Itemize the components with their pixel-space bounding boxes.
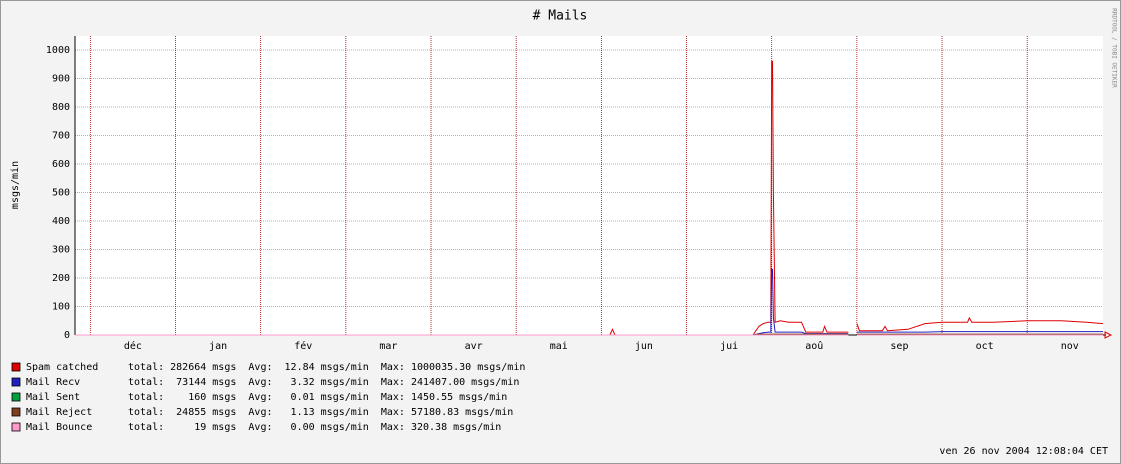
legend-stats: total: 160 msgs Avg: 0.01 msgs/min Max: …: [128, 392, 507, 403]
legend-swatch: [11, 422, 21, 432]
legend-label: Mail Sent: [26, 392, 80, 403]
y-tick-label: 300: [52, 245, 70, 256]
y-tick-label: 100: [52, 302, 70, 313]
x-tick-label: mai: [550, 341, 568, 352]
y-tick-label: 500: [52, 188, 70, 199]
y-tick-label: 700: [52, 131, 70, 142]
x-tick-label: oct: [976, 341, 994, 352]
y-axis-label: msgs/min: [10, 161, 21, 209]
axis-arrow: [1104, 331, 1113, 339]
x-tick-label: sep: [890, 341, 908, 352]
y-tick-label: 600: [52, 159, 70, 170]
y-tick-label: 1000: [46, 45, 70, 56]
legend-label: Mail Bounce: [26, 422, 92, 433]
timestamp: ven 26 nov 2004 12:08:04 CET: [939, 446, 1108, 457]
x-tick-label: nov: [1061, 341, 1079, 352]
legend-label: Spam catched: [26, 362, 98, 373]
x-tick-label: jun: [635, 341, 653, 352]
legend-stats: total: 24855 msgs Avg: 1.13 msgs/min Max…: [128, 407, 513, 418]
x-tick-label: avr: [465, 341, 483, 352]
x-tick-label: déc: [124, 340, 142, 352]
legend-swatch: [11, 377, 21, 387]
y-tick-label: 400: [52, 216, 70, 227]
legend-stats: total: 19 msgs Avg: 0.00 msgs/min Max: 3…: [128, 422, 501, 433]
legend-swatch: [11, 362, 21, 372]
legend-swatch: [11, 392, 21, 402]
x-tick-label: aoû: [805, 340, 823, 352]
y-tick-label: 900: [52, 74, 70, 85]
x-tick-label: jan: [209, 341, 227, 352]
chart-title: # Mails: [533, 9, 588, 24]
legend-stats: total: 282664 msgs Avg: 12.84 msgs/min M…: [128, 362, 525, 373]
y-tick-label: 0: [64, 330, 70, 341]
x-tick-label: mar: [379, 341, 397, 352]
plot-area: [75, 36, 1103, 335]
side-label: RRDTOOL / TOBI OETIKER: [1111, 8, 1118, 88]
y-tick-label: 800: [52, 102, 70, 113]
legend-label: Mail Reject: [26, 407, 92, 418]
legend-swatch: [11, 407, 21, 417]
x-tick-label: fév: [294, 340, 312, 352]
y-tick-label: 200: [52, 273, 70, 284]
legend-stats: total: 73144 msgs Avg: 3.32 msgs/min Max…: [128, 377, 519, 388]
x-tick-label: jui: [720, 341, 738, 352]
legend-label: Mail Recv: [26, 377, 80, 388]
